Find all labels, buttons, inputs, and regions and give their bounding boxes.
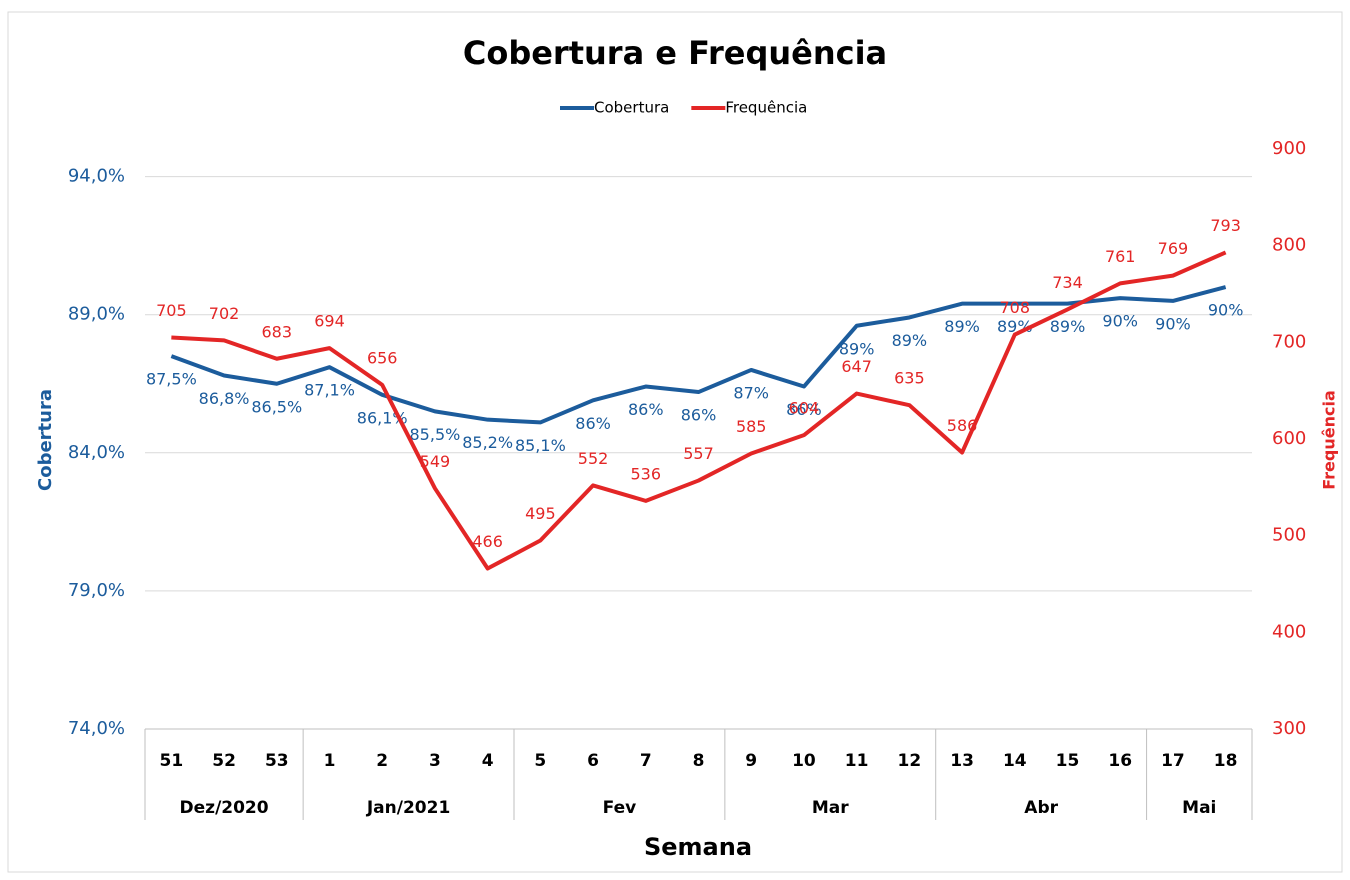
y2-tick-label: 900 bbox=[1272, 138, 1306, 159]
group-label: Abr bbox=[1024, 798, 1058, 818]
data-label: 87% bbox=[733, 383, 769, 402]
data-label: 585 bbox=[736, 417, 767, 436]
data-label: 86,8% bbox=[199, 389, 250, 408]
data-label: 708 bbox=[1000, 298, 1031, 317]
x-tick-label: 4 bbox=[482, 751, 494, 771]
x-tick-label: 17 bbox=[1161, 751, 1185, 771]
group-label: Fev bbox=[603, 798, 637, 818]
data-label: 734 bbox=[1052, 273, 1083, 292]
data-label: 694 bbox=[314, 312, 345, 331]
x-tick-label: 2 bbox=[376, 751, 388, 771]
y-tick-label: 79,0% bbox=[68, 580, 125, 601]
data-label: 89% bbox=[1050, 317, 1086, 336]
data-label: 90% bbox=[1208, 301, 1244, 320]
data-label: 85,2% bbox=[462, 433, 513, 452]
data-label: 705 bbox=[156, 301, 187, 320]
data-label: 86% bbox=[786, 400, 822, 419]
data-label: 90% bbox=[1102, 312, 1138, 331]
x-tick-label: 5 bbox=[534, 751, 546, 771]
y2-tick-label: 600 bbox=[1272, 428, 1306, 449]
data-label: 87,1% bbox=[304, 381, 355, 400]
chart-title: Cobertura e Frequência bbox=[463, 34, 887, 72]
x-tick-label: 12 bbox=[898, 751, 922, 771]
data-label: 86% bbox=[681, 406, 717, 425]
data-label: 769 bbox=[1158, 239, 1189, 258]
x-tick-label: 6 bbox=[587, 751, 599, 771]
y-tick-label: 94,0% bbox=[68, 166, 125, 187]
data-label: 495 bbox=[525, 504, 556, 523]
legend-label: Cobertura bbox=[594, 99, 669, 117]
x-tick-label: 52 bbox=[212, 751, 236, 771]
data-label: 86% bbox=[575, 414, 611, 433]
data-label: 702 bbox=[209, 304, 240, 323]
x-tick-label: 18 bbox=[1214, 751, 1238, 771]
data-label: 552 bbox=[578, 449, 609, 468]
x-tick-label: 3 bbox=[429, 751, 441, 771]
y2-tick-label: 500 bbox=[1272, 525, 1306, 546]
data-label: 557 bbox=[683, 444, 714, 463]
data-label: 89% bbox=[892, 331, 928, 350]
data-label: 761 bbox=[1105, 247, 1136, 266]
y2-tick-label: 800 bbox=[1272, 235, 1306, 256]
group-label: Jan/2021 bbox=[366, 798, 450, 818]
series-line bbox=[170, 285, 1227, 425]
x-tick-label: 7 bbox=[640, 751, 652, 771]
x-axis-title: Semana bbox=[644, 833, 752, 861]
x-tick-label: 10 bbox=[792, 751, 816, 771]
x-tick-label: 13 bbox=[950, 751, 974, 771]
y2-axis-title: Frequência bbox=[1320, 390, 1339, 490]
x-tick-label: 16 bbox=[1108, 751, 1132, 771]
data-label: 85,5% bbox=[410, 425, 461, 444]
y-axis-title: Cobertura bbox=[35, 389, 56, 491]
x-tick-label: 9 bbox=[745, 751, 757, 771]
x-tick-label: 15 bbox=[1056, 751, 1080, 771]
data-label: 536 bbox=[631, 464, 662, 483]
data-label: 635 bbox=[894, 369, 925, 388]
x-tick-label: 1 bbox=[324, 751, 336, 771]
legend-label: Frequência bbox=[725, 99, 807, 117]
y-tick-label: 74,0% bbox=[68, 718, 125, 739]
group-label: Mai bbox=[1182, 798, 1216, 818]
data-label: 89% bbox=[944, 317, 980, 336]
data-label: 656 bbox=[367, 348, 398, 367]
data-label: 647 bbox=[841, 357, 872, 376]
data-label: 466 bbox=[472, 532, 503, 551]
x-tick-label: 53 bbox=[265, 751, 289, 771]
y2-tick-label: 300 bbox=[1272, 718, 1306, 739]
data-label: 89% bbox=[839, 339, 875, 358]
data-label: 683 bbox=[262, 322, 293, 341]
group-label: Dez/2020 bbox=[180, 798, 269, 818]
series-line bbox=[171, 250, 1227, 571]
data-label: 793 bbox=[1210, 216, 1241, 235]
data-label: 90% bbox=[1155, 314, 1191, 333]
data-label: 549 bbox=[420, 452, 451, 471]
x-tick-label: 14 bbox=[1003, 751, 1027, 771]
y2-tick-label: 400 bbox=[1272, 621, 1306, 642]
x-tick-label: 51 bbox=[160, 751, 184, 771]
data-label: 86% bbox=[628, 400, 664, 419]
data-label: 604 bbox=[789, 399, 820, 418]
y-tick-label: 89,0% bbox=[68, 304, 125, 325]
x-tick-label: 8 bbox=[693, 751, 705, 771]
chart-frame bbox=[7, 11, 1343, 873]
data-label: 85,1% bbox=[515, 436, 566, 455]
data-label: 586 bbox=[947, 416, 978, 435]
y-tick-label: 84,0% bbox=[68, 442, 125, 463]
y2-tick-label: 700 bbox=[1272, 331, 1306, 352]
data-label: 86,5% bbox=[251, 397, 302, 416]
data-label: 87,5% bbox=[146, 370, 197, 389]
x-tick-label: 11 bbox=[845, 751, 869, 771]
group-label: Mar bbox=[812, 798, 849, 818]
